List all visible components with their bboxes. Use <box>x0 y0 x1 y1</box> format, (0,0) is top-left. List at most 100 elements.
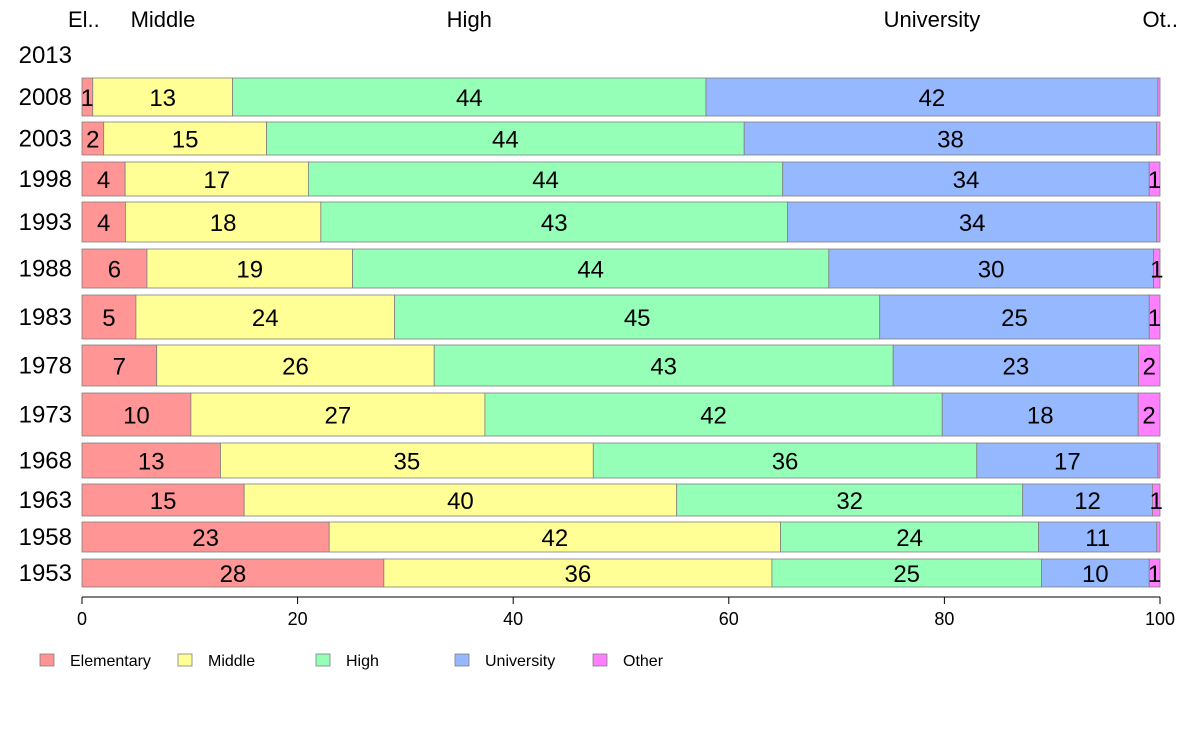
bar-segment-middle <box>383 558 773 588</box>
bar-segment-elementary <box>81 521 330 553</box>
column-header: University <box>884 7 981 32</box>
bar-segment-other <box>1138 344 1161 387</box>
data-label: 45 <box>624 305 651 332</box>
data-label: 10 <box>123 403 150 430</box>
bars: 1 13 44 422 15 44 384 17 44 34 14 18 43 346 19 44 30 15 24… <box>81 77 1163 588</box>
bar-segment-high <box>352 248 830 289</box>
data-label: 42 <box>700 403 727 430</box>
bar-segment-other <box>1156 201 1161 243</box>
data-label: 4 <box>97 210 110 237</box>
bar-segment-high <box>780 521 1039 553</box>
data-label: 34 <box>959 210 986 237</box>
bar-segment-university <box>1022 483 1153 517</box>
bar-segment-other <box>1157 442 1161 479</box>
bar-segment-high <box>592 442 978 479</box>
data-label: 24 <box>896 525 923 552</box>
data-label: 13 <box>149 85 176 112</box>
legend-label: Middle <box>208 653 255 670</box>
column-header: Ot.. <box>1143 7 1178 32</box>
data-label: 42 <box>542 525 569 552</box>
data-label: 15 <box>172 127 199 154</box>
x-tick-label: 60 <box>719 609 739 629</box>
data-label: 7 <box>113 354 126 381</box>
bar-segment-university <box>941 392 1139 437</box>
bar-segment-other <box>1148 558 1161 588</box>
legend-label: High <box>346 653 379 670</box>
bar-segment-other <box>1148 161 1161 197</box>
data-label: 17 <box>203 167 230 194</box>
bar-segment-high <box>307 161 784 197</box>
data-label: 11 <box>1085 525 1110 552</box>
data-label: 44 <box>532 167 559 194</box>
data-label: 26 <box>282 354 309 381</box>
legend-item-other: Other <box>592 653 664 670</box>
legend-item-high: High <box>315 653 379 670</box>
bar-segment-elementary <box>81 294 137 340</box>
data-label: 17 <box>1054 449 1081 476</box>
bar-segment-elementary <box>81 392 192 437</box>
year-label: 1963 <box>19 487 72 514</box>
x-axis: 0 20 40 60 80 100 <box>77 596 1175 629</box>
data-label: 36 <box>772 449 799 476</box>
data-label: 32 <box>836 488 863 515</box>
bar-segment-university <box>782 161 1150 197</box>
data-label: 42 <box>919 85 946 112</box>
data-label: 36 <box>565 561 592 588</box>
bar-segment-middle <box>135 294 396 340</box>
data-label: 43 <box>541 210 568 237</box>
data-label: 43 <box>650 354 677 381</box>
year-labels: 2013 2008 2003 1998 1993 1988 1983 1978 1973 1968… <box>19 42 72 587</box>
year-label: 1953 <box>19 560 72 587</box>
bar-segment-high <box>320 201 789 243</box>
year-label: 2008 <box>19 84 72 111</box>
legend-label: Elementary <box>70 653 151 670</box>
bar-segment-middle <box>125 201 322 243</box>
bar-segment-university <box>1041 558 1150 588</box>
legend-label: Other <box>623 653 664 670</box>
year-label: 1973 <box>19 402 72 429</box>
data-label: 28 <box>220 561 247 588</box>
year-label: 1958 <box>19 524 72 551</box>
data-label: 44 <box>456 85 483 112</box>
data-label: 15 <box>150 488 177 515</box>
bar-segment-high <box>484 392 943 437</box>
legend-swatch <box>315 653 331 667</box>
bar-segment-middle <box>103 121 267 156</box>
x-tick-label: 80 <box>934 609 954 629</box>
data-label: 1 <box>1148 561 1161 588</box>
column-header: El.. <box>68 7 100 32</box>
column-header: Middle <box>131 7 196 32</box>
data-label: 1 <box>1148 305 1161 332</box>
x-tick-label: 100 <box>1145 609 1175 629</box>
bar-segment-university <box>743 121 1158 156</box>
bar-segment-middle <box>220 442 594 479</box>
data-label: 1 <box>1150 488 1163 515</box>
bar-segment-university <box>879 294 1150 340</box>
data-label: 18 <box>1027 403 1054 430</box>
bar-segment-other <box>1156 521 1161 553</box>
data-label: 23 <box>1003 354 1030 381</box>
data-label: 13 <box>138 449 165 476</box>
data-label: 38 <box>937 127 964 154</box>
bar-segment-middle <box>190 392 486 437</box>
bar-segment-high <box>771 558 1042 588</box>
data-label: 2 <box>86 127 99 154</box>
data-label: 44 <box>577 257 604 284</box>
bar-segment-middle <box>146 248 353 289</box>
bar-segment-elementary <box>81 483 245 517</box>
bar-segment-university <box>787 201 1158 243</box>
bar-segment-university <box>1038 521 1158 553</box>
data-label: 34 <box>953 167 980 194</box>
year-label: 1983 <box>19 304 72 331</box>
bar-segment-middle <box>124 161 309 197</box>
bar-segment-high <box>394 294 881 340</box>
bar-segment-university <box>976 442 1159 479</box>
year-label: 1998 <box>19 166 72 193</box>
year-label: 1978 <box>19 353 72 380</box>
legend-item-university: University <box>454 653 555 670</box>
legend-label: University <box>485 653 555 670</box>
bar-segment-other <box>1137 392 1161 437</box>
column-headers: El.. Middle High University Ot.. <box>68 7 1178 32</box>
legend-item-elementary: Elementary <box>39 653 151 670</box>
bar-segment-other <box>1152 483 1161 517</box>
